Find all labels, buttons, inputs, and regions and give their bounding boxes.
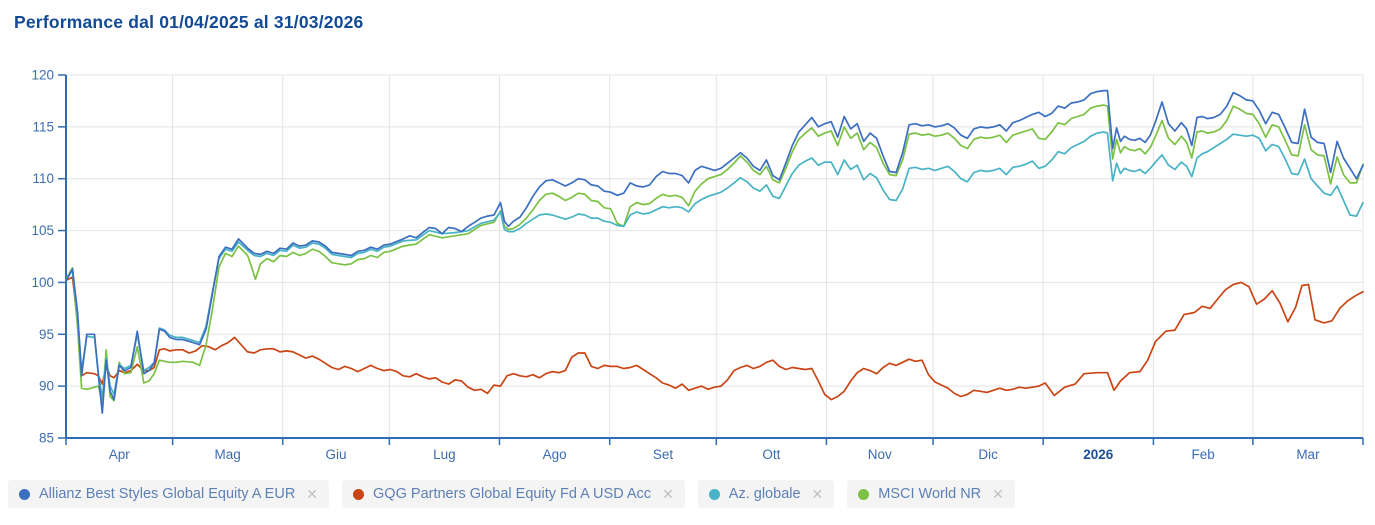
- legend-item: Allianz Best Styles Global Equity A EUR ✕: [8, 480, 330, 508]
- legend-item: MSCI World NR ✕: [847, 480, 1015, 508]
- x-axis-label: Ott: [762, 447, 780, 462]
- x-axis-label: 2026: [1083, 447, 1114, 462]
- series-line-msci-world-nr[interactable]: [65, 104, 1364, 403]
- x-axis-label: Feb: [1192, 447, 1215, 462]
- series-color-dot-icon: [708, 488, 720, 500]
- x-axis-label: Ago: [543, 447, 567, 462]
- y-tick-label: 120: [31, 68, 54, 83]
- legend-remove-icon[interactable]: ✕: [811, 486, 824, 502]
- y-tick-label: 115: [32, 119, 54, 134]
- series-line-allianz-best-styles-global-equity-a-eur[interactable]: [65, 89, 1364, 414]
- series-color-dot-icon: [858, 488, 870, 500]
- y-tick-label: 110: [32, 171, 54, 186]
- y-tick-label: 90: [39, 379, 54, 394]
- series-color-dot-icon: [19, 488, 30, 500]
- legend-item-label: Az. globale: [728, 486, 801, 502]
- series-color-dot-icon: [353, 488, 365, 500]
- y-tick-label: 105: [31, 223, 54, 238]
- legend: Allianz Best Styles Global Equity A EUR ✕…: [8, 480, 1375, 508]
- x-axis-label: Apr: [109, 447, 131, 462]
- legend-item-label: GQG Partners Global Equity Fd A USD Acc: [373, 486, 652, 502]
- page-title: Performance dal 01/04/2025 al 31/03/2026: [14, 12, 364, 32]
- y-tick-label: 100: [31, 275, 54, 290]
- legend-item: Az. globale ✕: [697, 480, 835, 508]
- x-axis-label: Lug: [433, 447, 456, 462]
- x-axis-label: Mar: [1296, 447, 1320, 462]
- legend-remove-icon[interactable]: ✕: [992, 486, 1004, 502]
- x-axis-label: Nov: [868, 447, 892, 462]
- series-line-gqg-partners-global-equity-fd-a-usd-acc[interactable]: [65, 276, 1364, 401]
- x-axis-label: Set: [653, 447, 674, 462]
- x-axis-label: Dic: [978, 447, 998, 462]
- legend-item-label: Allianz Best Styles Global Equity A EUR: [39, 486, 296, 502]
- legend-item: GQG Partners Global Equity Fd A USD Acc ✕: [342, 480, 685, 508]
- y-tick-label: 95: [39, 327, 54, 342]
- performance-chart[interactable]: 85 90 95 100 105 110 115 120 Apr Mag Giu Lug Ago Set O…: [0, 41, 1375, 476]
- legend-item-label: MSCI World NR: [878, 486, 982, 502]
- legend-remove-icon[interactable]: ✕: [306, 486, 319, 502]
- x-axis-label: Giu: [326, 447, 347, 462]
- legend-remove-icon[interactable]: ✕: [662, 486, 674, 502]
- series-line-az-globale[interactable]: [65, 131, 1364, 400]
- y-tick-label: 85: [39, 431, 54, 446]
- x-axis-label: Mag: [215, 447, 241, 462]
